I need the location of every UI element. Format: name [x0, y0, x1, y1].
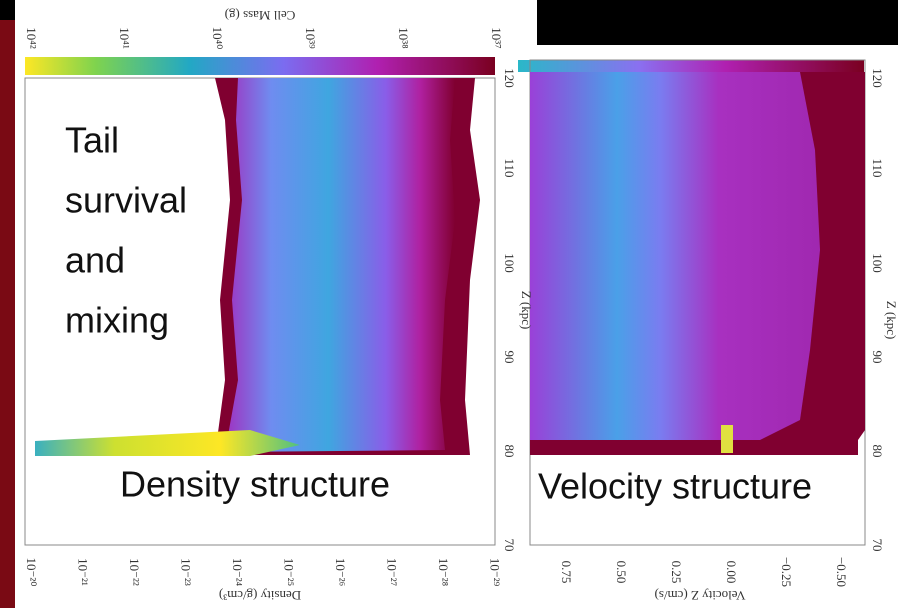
x-axis-label: Density (g/cm³)	[219, 588, 301, 603]
y-tick-label: 100	[870, 253, 885, 273]
x-tick-label: 10⁻²²	[127, 558, 142, 586]
colorbar-label: Cell Mass (g)	[225, 8, 296, 23]
caption: Velocity structure	[538, 466, 812, 507]
y-tick-label: 100	[502, 253, 517, 273]
colorbar	[518, 60, 864, 72]
colorbar-tick-label: 10⁴²	[24, 27, 39, 49]
y-tick-label: 70	[502, 539, 517, 552]
tail-note: mixing	[65, 300, 169, 341]
colorbar-tick-label: 10⁴¹	[117, 27, 132, 49]
x-tick-label: 10⁻²⁸	[436, 558, 451, 587]
y-tick-label: 80	[502, 445, 517, 458]
side-strip	[0, 20, 16, 608]
heatmap-core	[721, 425, 733, 453]
x-tick-label: 0.00	[724, 561, 739, 584]
x-tick-label: 10⁻²⁵	[282, 558, 297, 586]
x-axis-label: Velocity Z (cm/s)	[655, 588, 746, 603]
x-tick-label: 0.50	[614, 561, 629, 584]
tail-note: Tail	[65, 120, 119, 161]
caption: Density structure	[120, 464, 390, 505]
heatmap-tail	[35, 430, 300, 456]
x-tick-label: 10⁻²³	[179, 558, 194, 586]
colorbar-tick-label: 10⁴⁰	[210, 27, 225, 50]
y-tick-label: 70	[870, 539, 885, 552]
x-tick-label: 10⁻²⁹	[488, 558, 503, 587]
x-tick-label: 10⁻²⁶	[333, 558, 348, 586]
y-tick-label: 120	[502, 68, 517, 88]
y-tick-label: 120	[870, 68, 885, 88]
y-tick-label: 90	[870, 351, 885, 364]
y-axis-label: Z (kpc)	[884, 301, 898, 340]
tail-note: survival	[65, 180, 187, 221]
heatmap-inner	[530, 72, 820, 440]
x-tick-label: 10⁻²⁷	[385, 558, 400, 586]
x-tick-label: 10⁻²⁰	[24, 558, 39, 587]
x-tick-label: −0.25	[779, 557, 794, 587]
y-tick-label: 80	[870, 445, 885, 458]
colorbar-tick-label: 10³⁷	[489, 27, 504, 48]
x-tick-label: −0.50	[834, 557, 849, 587]
x-tick-label: 10⁻²¹	[76, 558, 91, 586]
y-axis-label: Z (kpc)	[519, 291, 534, 330]
y-tick-label: 90	[502, 351, 517, 364]
x-tick-label: 0.75	[559, 561, 574, 584]
colorbar-tick-label: 10³⁸	[396, 27, 411, 49]
x-tick-label: 10⁻²⁴	[230, 558, 245, 587]
colorbar	[25, 57, 495, 75]
y-tick-label: 110	[870, 158, 885, 177]
y-tick-label: 110	[502, 158, 517, 177]
heatmap-inner	[225, 78, 455, 452]
tail-note: and	[65, 240, 125, 281]
x-tick-label: 0.25	[669, 561, 684, 584]
colorbar-tick-label: 10³⁹	[303, 27, 318, 49]
